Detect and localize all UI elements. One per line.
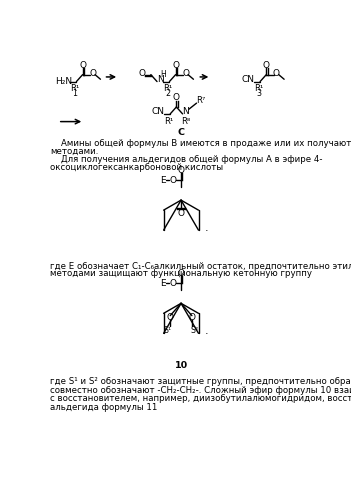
- Text: 2: 2: [165, 90, 171, 98]
- Text: O: O: [178, 210, 185, 218]
- Text: N: N: [182, 107, 189, 116]
- Text: методами.: методами.: [50, 147, 98, 156]
- Text: O: O: [273, 68, 280, 78]
- Text: совместно обозначают -CH₂-CH₂-. Сложный эфир формулы 10 взаимодействием: совместно обозначают -CH₂-CH₂-. Сложный …: [50, 386, 351, 394]
- Text: O: O: [263, 61, 270, 70]
- Text: N: N: [157, 74, 164, 84]
- Text: S¹: S¹: [163, 326, 171, 335]
- Text: R¹: R¹: [163, 84, 172, 93]
- Text: .: .: [205, 223, 208, 233]
- Text: H: H: [160, 70, 166, 79]
- Text: альдегида формулы 11: альдегида формулы 11: [50, 402, 158, 411]
- Text: O: O: [138, 68, 145, 78]
- Text: C: C: [178, 128, 185, 137]
- Text: методами защищают функциональную кетонную группу: методами защищают функциональную кетонну…: [50, 270, 312, 278]
- Text: 1: 1: [72, 90, 77, 98]
- Text: O: O: [169, 279, 176, 288]
- Text: O: O: [167, 312, 174, 322]
- Text: O: O: [79, 61, 86, 70]
- Text: E: E: [160, 279, 165, 288]
- Text: O: O: [169, 176, 176, 184]
- Text: R¹: R¹: [70, 84, 79, 93]
- Text: O: O: [89, 68, 96, 78]
- Text: R¹: R¹: [254, 84, 263, 93]
- Text: R¹: R¹: [164, 117, 173, 126]
- Text: O: O: [173, 93, 180, 102]
- Text: оксоциклогексанкарбоновой кислоты: оксоциклогексанкарбоновой кислоты: [50, 163, 223, 172]
- Text: 3: 3: [256, 90, 261, 98]
- Text: R⁷: R⁷: [196, 96, 205, 106]
- Text: где S¹ и S² обозначают защитные группы, предпочтительно образуют кольцо и: где S¹ и S² обозначают защитные группы, …: [50, 377, 351, 386]
- Text: O: O: [188, 312, 196, 322]
- Text: Амины общей формулы B имеются в продаже или их получают известными: Амины общей формулы B имеются в продаже …: [61, 140, 351, 148]
- Text: R⁸: R⁸: [181, 117, 190, 126]
- Text: CN: CN: [151, 107, 164, 116]
- Text: .: .: [205, 326, 208, 336]
- Text: E: E: [160, 176, 165, 184]
- Text: с восстановителем, например, диизобутилалюмогидридом, восстанавливают до: с восстановителем, например, диизобутила…: [50, 394, 351, 403]
- Text: CN: CN: [241, 74, 254, 84]
- Text: O: O: [172, 61, 179, 70]
- Text: O: O: [182, 68, 189, 78]
- Text: 10: 10: [174, 361, 188, 370]
- Text: где E обозначает C₁-C₆алкильный остаток, предпочтительно этил, известными: где E обозначает C₁-C₆алкильный остаток,…: [50, 262, 351, 270]
- Text: O: O: [178, 269, 185, 278]
- Text: S²: S²: [191, 326, 199, 335]
- Text: Для получения альдегидов общей формулы A в эфире 4-: Для получения альдегидов общей формулы A…: [61, 156, 323, 164]
- Text: O: O: [178, 166, 185, 174]
- Text: H₂N: H₂N: [55, 77, 73, 86]
